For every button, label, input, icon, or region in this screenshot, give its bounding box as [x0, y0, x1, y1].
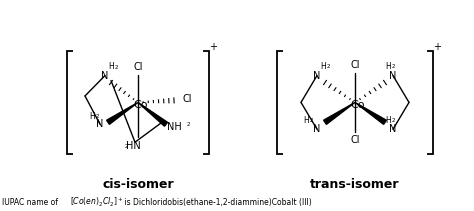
Text: N: N: [389, 124, 397, 134]
Text: Co: Co: [351, 100, 365, 110]
Text: 2: 2: [124, 144, 128, 149]
Text: N: N: [101, 70, 109, 81]
Text: Cl: Cl: [182, 95, 192, 104]
Text: 2: 2: [114, 65, 118, 70]
Text: IUPAC name of: IUPAC name of: [2, 198, 60, 207]
Text: H: H: [89, 112, 95, 121]
Text: N: N: [96, 119, 104, 129]
Polygon shape: [355, 102, 386, 124]
Polygon shape: [324, 102, 355, 124]
Text: H: H: [385, 62, 391, 71]
Text: Cl: Cl: [350, 60, 360, 70]
Text: 2: 2: [95, 114, 99, 119]
Text: H: H: [320, 62, 326, 71]
Text: 2: 2: [326, 64, 330, 69]
Text: Co: Co: [134, 100, 148, 110]
Polygon shape: [138, 102, 167, 126]
Text: N: N: [313, 124, 321, 134]
Text: H: H: [108, 62, 114, 71]
Text: Cl: Cl: [133, 62, 143, 72]
Text: NH: NH: [167, 122, 182, 132]
Text: 2: 2: [391, 64, 395, 69]
Text: $[Co(en)_2Cl_2]^+$: $[Co(en)_2Cl_2]^+$: [70, 196, 123, 210]
Text: N: N: [313, 70, 321, 81]
Text: 2: 2: [309, 118, 313, 123]
Text: N: N: [389, 70, 397, 81]
Text: HN: HN: [126, 141, 140, 151]
Text: H: H: [385, 116, 391, 125]
Text: +: +: [209, 42, 217, 52]
Text: Cl: Cl: [350, 135, 360, 145]
Text: H: H: [303, 116, 309, 125]
Text: trans-isomer: trans-isomer: [310, 179, 400, 191]
Text: 2: 2: [186, 122, 190, 127]
Polygon shape: [107, 102, 138, 124]
Text: +: +: [433, 42, 441, 52]
Text: is Dichloridobis(ethane-1,2-diammine)Cobalt (III): is Dichloridobis(ethane-1,2-diammine)Cob…: [122, 198, 312, 207]
Text: cis-isomer: cis-isomer: [102, 179, 174, 191]
Text: 2: 2: [391, 118, 395, 123]
